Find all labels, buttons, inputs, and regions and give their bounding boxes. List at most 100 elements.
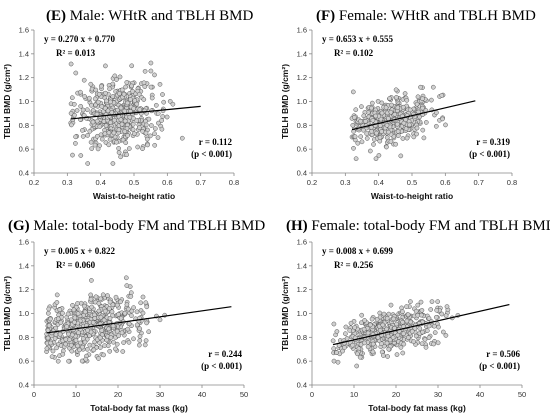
data-point <box>400 350 406 356</box>
correlation-r: r = 0.112 <box>199 137 233 147</box>
data-point <box>108 99 113 105</box>
data-point <box>418 299 424 305</box>
panel-title: (F) Female: WHtR and TBLH BMD <box>316 8 536 24</box>
y-tick-label: 1.0 <box>297 97 307 106</box>
data-point <box>424 328 430 334</box>
x-tick-label: 0.4 <box>95 178 105 187</box>
data-point <box>102 131 108 137</box>
data-point <box>146 329 152 335</box>
data-point <box>352 134 358 139</box>
data-point <box>373 156 379 162</box>
data-point <box>385 333 391 339</box>
data-point <box>435 340 441 346</box>
x-tick-label: 40 <box>476 390 484 399</box>
data-point <box>395 133 401 138</box>
data-point <box>131 336 136 342</box>
data-point <box>60 351 66 357</box>
data-point <box>81 77 87 83</box>
x-tick-label: 0 <box>310 390 314 399</box>
data-point <box>98 83 104 89</box>
data-point <box>361 113 367 119</box>
data-point <box>347 328 353 333</box>
data-point <box>117 74 123 80</box>
data-point <box>100 292 106 298</box>
data-point <box>104 98 109 104</box>
data-point <box>129 83 134 89</box>
data-point <box>85 133 90 138</box>
data-point <box>418 84 423 90</box>
correlation-r: r = 0.506 <box>486 349 520 359</box>
data-point <box>387 337 393 343</box>
data-point <box>407 122 412 128</box>
data-point <box>407 107 413 113</box>
data-point <box>85 327 90 333</box>
data-point <box>72 315 78 321</box>
x-tick-label: 0.5 <box>129 178 139 187</box>
data-point <box>99 328 105 333</box>
data-point <box>143 122 149 128</box>
data-point <box>429 97 434 103</box>
data-point <box>66 331 71 337</box>
scatter-panel: (F) Female: WHtR and TBLH BMD 0.4 0.6 0.8 1.… <box>280 8 536 201</box>
data-point <box>379 129 384 134</box>
x-tick-label: 0.7 <box>195 178 205 187</box>
data-point <box>69 348 75 354</box>
data-point <box>72 319 77 325</box>
data-point <box>358 118 363 124</box>
data-point <box>107 86 112 92</box>
data-point <box>120 349 126 354</box>
data-point <box>91 347 97 353</box>
data-point <box>98 296 104 302</box>
data-point <box>126 146 132 151</box>
data-point <box>54 300 60 305</box>
data-point <box>75 301 80 306</box>
x-tick-label: 30 <box>156 390 164 399</box>
data-point <box>392 111 398 117</box>
data-point <box>110 302 116 308</box>
data-point <box>138 300 144 306</box>
data-point <box>96 91 102 97</box>
data-point <box>422 337 428 342</box>
data-point <box>353 156 359 162</box>
data-point <box>137 326 143 332</box>
data-point <box>381 311 387 317</box>
data-point <box>420 329 425 335</box>
data-point <box>93 87 99 93</box>
data-point <box>111 130 117 136</box>
data-point <box>116 127 122 133</box>
scatter-panel: (H) Female: total-body FM and TBLH BMD 0.… <box>280 218 550 413</box>
data-point <box>383 105 389 111</box>
x-tick-label: 20 <box>392 390 400 399</box>
data-point <box>74 108 80 113</box>
data-point <box>404 135 410 141</box>
data-point <box>334 329 340 334</box>
data-point <box>361 127 366 133</box>
x-tick-label: 0.8 <box>229 178 239 187</box>
x-axis-label: Total-body fat mass (kg) <box>90 403 188 413</box>
data-point <box>157 81 163 87</box>
data-point <box>114 341 120 347</box>
data-point <box>146 116 152 122</box>
data-point <box>94 118 100 124</box>
data-point <box>402 91 408 96</box>
data-point <box>134 101 140 107</box>
data-point <box>364 136 370 141</box>
y-tick-label: 0.6 <box>19 357 29 366</box>
data-point <box>103 90 108 96</box>
data-point <box>160 92 165 97</box>
data-point <box>152 126 158 131</box>
r-squared: R² = 0.102 <box>334 48 374 58</box>
p-value: (p < 0.001) <box>479 361 520 371</box>
panel-title: (G) Male: total-body FM and TBLH BMD <box>8 218 265 234</box>
data-point <box>88 296 94 302</box>
data-point <box>369 316 375 322</box>
data-point <box>367 148 373 154</box>
data-point <box>413 333 419 339</box>
regression-equation: y = 0.005 x + 0.822 <box>44 246 116 256</box>
data-point <box>350 122 356 128</box>
x-tick-label: 30 <box>434 390 442 399</box>
y-tick-label: 0.6 <box>19 145 29 154</box>
data-point <box>71 307 77 313</box>
data-point <box>401 331 406 337</box>
data-point <box>443 122 448 128</box>
